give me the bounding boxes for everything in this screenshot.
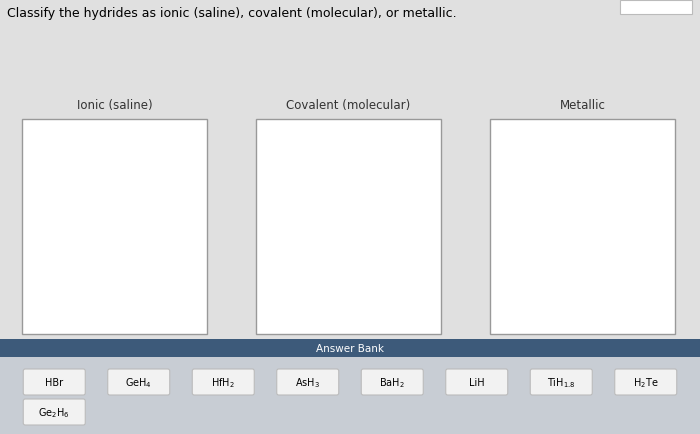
FancyBboxPatch shape [23,369,85,395]
Text: Ge$_2$H$_6$: Ge$_2$H$_6$ [38,405,70,419]
Text: BaH$_2$: BaH$_2$ [379,375,405,389]
Text: LiH: LiH [469,377,484,387]
Text: Ionic (saline): Ionic (saline) [77,99,153,112]
FancyBboxPatch shape [446,369,508,395]
Text: Covalent (molecular): Covalent (molecular) [286,99,411,112]
FancyBboxPatch shape [193,369,254,395]
Text: HfH$_2$: HfH$_2$ [211,375,235,389]
Bar [0,357,700,434]
Bar [490,120,675,334]
FancyBboxPatch shape [276,369,339,395]
Text: TiH$_{1.8}$: TiH$_{1.8}$ [547,375,575,389]
FancyBboxPatch shape [361,369,423,395]
FancyBboxPatch shape [108,369,169,395]
FancyBboxPatch shape [531,369,592,395]
Bar [22,120,207,334]
Text: HBr: HBr [46,377,63,387]
Bar [0,0,700,339]
Bar [256,120,441,334]
Text: Metallic: Metallic [559,99,606,112]
Text: Answer Bank: Answer Bank [316,343,384,353]
Text: AsH$_3$: AsH$_3$ [295,375,320,389]
Text: GeH$_4$: GeH$_4$ [125,375,152,389]
Text: Classify the hydrides as ionic (saline), covalent (molecular), or metallic.: Classify the hydrides as ionic (saline),… [7,7,456,20]
FancyBboxPatch shape [23,399,85,425]
FancyBboxPatch shape [615,369,677,395]
Text: H$_2$Te: H$_2$Te [633,375,659,389]
Bar [0,339,700,357]
Bar [620,1,692,15]
